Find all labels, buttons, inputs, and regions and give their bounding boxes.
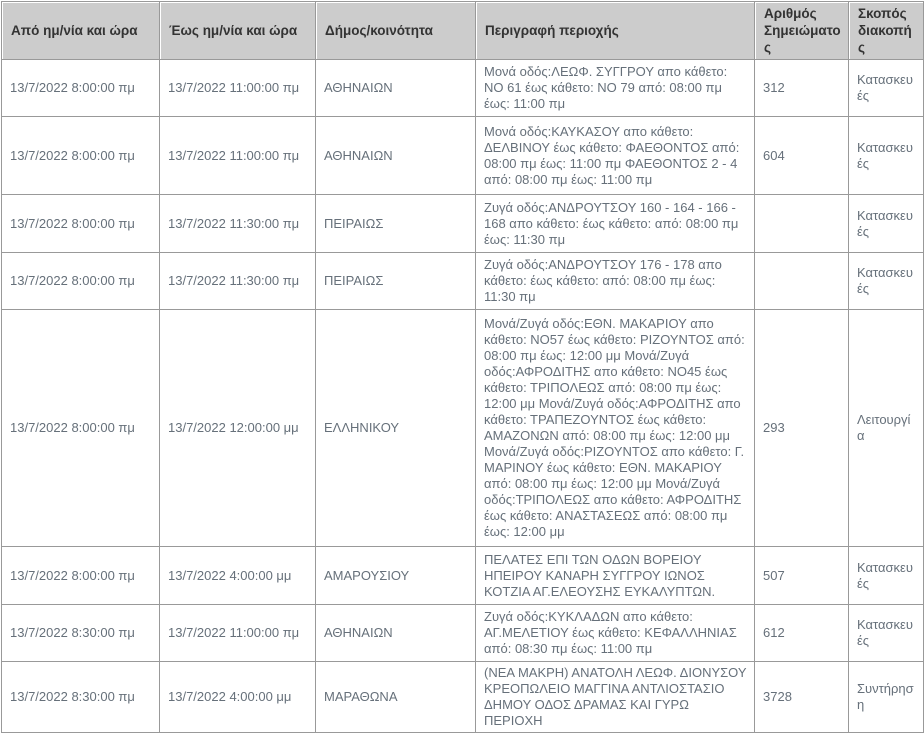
cell-description: (ΝΕΑ ΜΑΚΡΗ) ΑΝΑΤΟΛΗ ΛΕΩΦ. ΔΙΟΝΥΣΟΥ ΚΡΕΟΠ… xyxy=(475,661,755,733)
cell-from-datetime: 13/7/2022 8:00:00 πμ xyxy=(1,546,160,605)
cell-municipality: ΕΛΛΗΝΙΚΟΥ xyxy=(315,309,476,547)
cell-note-number: 507 xyxy=(754,546,849,605)
cell-description: Ζυγά οδός:ΑΝΔΡΟΥΤΣΟΥ 176 - 178 απο κάθετ… xyxy=(475,252,755,310)
cell-purpose: Κατασκευές xyxy=(848,59,924,117)
cell-note-number: 312 xyxy=(754,59,849,117)
cell-purpose: Λειτουργία xyxy=(848,309,924,547)
cell-description: Ζυγά οδός:ΚΥΚΛΑΔΩΝ απο κάθετο: ΑΓ.ΜΕΛΕΤΙ… xyxy=(475,604,755,662)
cell-note-number: 604 xyxy=(754,116,849,195)
cell-to-datetime: 13/7/2022 12:00:00 μμ xyxy=(159,309,316,547)
column-header-to: Έως ημ/νία και ώρα xyxy=(159,1,316,60)
cell-municipality: ΜΑΡΑΘΩΝΑ xyxy=(315,661,476,733)
cell-from-datetime: 13/7/2022 8:00:00 πμ xyxy=(1,59,160,117)
cell-purpose: Κατασκευές xyxy=(848,546,924,605)
cell-to-datetime: 13/7/2022 4:00:00 μμ xyxy=(159,661,316,733)
cell-note-number: 293 xyxy=(754,309,849,547)
cell-from-datetime: 13/7/2022 8:00:00 πμ xyxy=(1,194,160,253)
cell-from-datetime: 13/7/2022 8:30:00 πμ xyxy=(1,661,160,733)
column-header-note-number: Αριθμός Σημειώματος xyxy=(754,1,849,60)
table-row: 13/7/2022 8:00:00 πμ 13/7/2022 11:00:00 … xyxy=(1,116,924,195)
cell-from-datetime: 13/7/2022 8:00:00 πμ xyxy=(1,252,160,310)
cell-from-datetime: 13/7/2022 8:30:00 πμ xyxy=(1,604,160,662)
cell-municipality: ΑΜΑΡΟΥΣΙΟΥ xyxy=(315,546,476,605)
cell-description: ΠΕΛΑΤΕΣ ΕΠΙ ΤΩΝ ΟΔΩΝ ΒΟΡΕΙΟΥ ΗΠΕΙΡΟΥ ΚΑΝ… xyxy=(475,546,755,605)
cell-description: Μονά/Ζυγά οδός:ΕΘΝ. ΜΑΚΑΡΙΟΥ απο κάθετο:… xyxy=(475,309,755,547)
table-row: 13/7/2022 8:00:00 πμ 13/7/2022 11:30:00 … xyxy=(1,194,924,253)
cell-note-number: 612 xyxy=(754,604,849,662)
column-header-from: Από ημ/νία και ώρα xyxy=(1,1,160,60)
column-header-purpose: Σκοπός διακοπής xyxy=(848,1,924,60)
cell-from-datetime: 13/7/2022 8:00:00 πμ xyxy=(1,116,160,195)
cell-to-datetime: 13/7/2022 11:00:00 πμ xyxy=(159,604,316,662)
cell-purpose: Κατασκευές xyxy=(848,252,924,310)
column-header-municipality: Δήμος/κοινότητα xyxy=(315,1,476,60)
cell-from-datetime: 13/7/2022 8:00:00 πμ xyxy=(1,309,160,547)
table-body: 13/7/2022 8:00:00 πμ 13/7/2022 11:00:00 … xyxy=(1,59,924,733)
cell-description: Ζυγά οδός:ΑΝΔΡΟΥΤΣΟΥ 160 - 164 - 166 - 1… xyxy=(475,194,755,253)
cell-description: Μονά οδός:ΛΕΩΦ. ΣΥΓΓΡΟΥ απο κάθετο: ΝΟ 6… xyxy=(475,59,755,117)
cell-note-number xyxy=(754,194,849,253)
cell-purpose: Συντήρηση xyxy=(848,661,924,733)
cell-to-datetime: 13/7/2022 11:30:00 πμ xyxy=(159,252,316,310)
cell-to-datetime: 13/7/2022 4:00:00 μμ xyxy=(159,546,316,605)
table-row: 13/7/2022 8:00:00 πμ 13/7/2022 12:00:00 … xyxy=(1,309,924,547)
table-row: 13/7/2022 8:30:00 πμ 13/7/2022 4:00:00 μ… xyxy=(1,661,924,733)
cell-to-datetime: 13/7/2022 11:00:00 πμ xyxy=(159,116,316,195)
cell-description: Μονά οδός:ΚΑΥΚΑΣΟΥ απο κάθετο: ΔΕΛΒΙΝΟΥ … xyxy=(475,116,755,195)
cell-purpose: Κατασκευές xyxy=(848,116,924,195)
cell-municipality: ΑΘΗΝΑΙΩΝ xyxy=(315,604,476,662)
cell-purpose: Κατασκευές xyxy=(848,194,924,253)
table-header-row: Από ημ/νία και ώρα Έως ημ/νία και ώρα Δή… xyxy=(1,1,924,60)
table-row: 13/7/2022 8:30:00 πμ 13/7/2022 11:00:00 … xyxy=(1,604,924,662)
cell-municipality: ΑΘΗΝΑΙΩΝ xyxy=(315,116,476,195)
cell-note-number xyxy=(754,252,849,310)
cell-to-datetime: 13/7/2022 11:00:00 πμ xyxy=(159,59,316,117)
table-row: 13/7/2022 8:00:00 πμ 13/7/2022 4:00:00 μ… xyxy=(1,546,924,605)
table-row: 13/7/2022 8:00:00 πμ 13/7/2022 11:30:00 … xyxy=(1,252,924,310)
cell-municipality: ΑΘΗΝΑΙΩΝ xyxy=(315,59,476,117)
column-header-description: Περιγραφή περιοχής xyxy=(475,1,755,60)
cell-municipality: ΠΕΙΡΑΙΩΣ xyxy=(315,194,476,253)
cell-municipality: ΠΕΙΡΑΙΩΣ xyxy=(315,252,476,310)
table-row: 13/7/2022 8:00:00 πμ 13/7/2022 11:00:00 … xyxy=(1,59,924,117)
cell-note-number: 3728 xyxy=(754,661,849,733)
cell-to-datetime: 13/7/2022 11:30:00 πμ xyxy=(159,194,316,253)
cell-purpose: Κατασκευές xyxy=(848,604,924,662)
